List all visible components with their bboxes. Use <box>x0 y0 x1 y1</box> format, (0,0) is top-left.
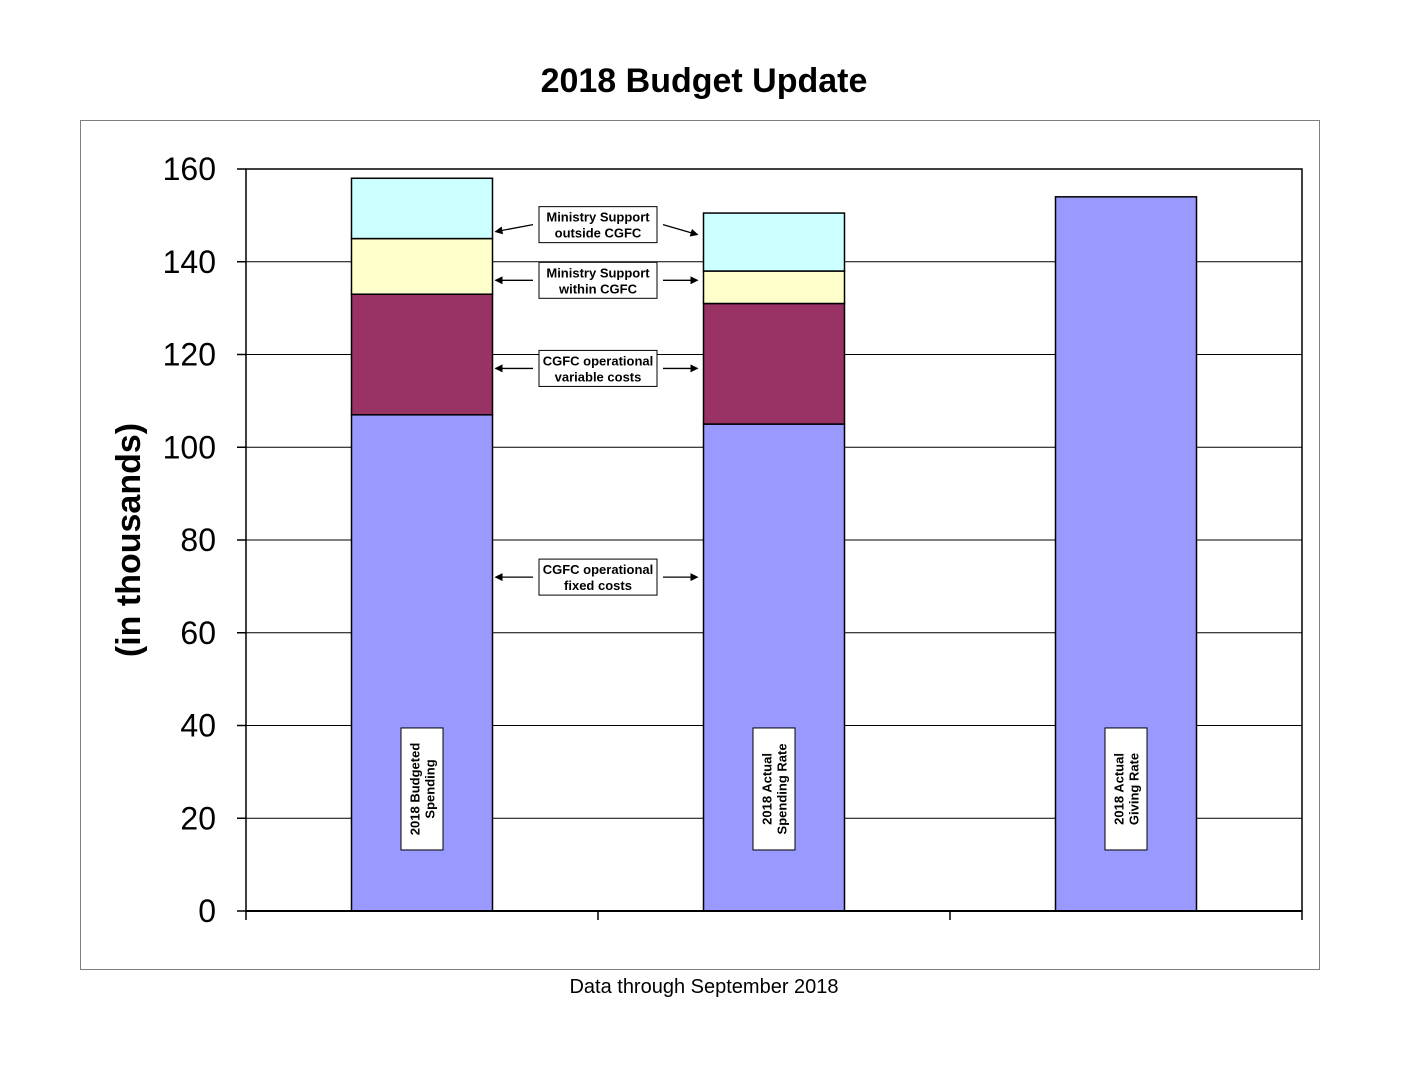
annotation-text: variable costs <box>555 369 642 384</box>
bar-label-box <box>400 727 444 851</box>
annotation-text: Ministry Support <box>546 265 650 280</box>
annotation-text: outside CGFC <box>555 226 642 241</box>
chart-frame <box>80 120 1320 970</box>
bar-label-line: 2018 Actual <box>1112 753 1127 825</box>
bar-label-box <box>1104 727 1148 851</box>
y-tick-label: 20 <box>180 800 216 836</box>
y-tick-label: 40 <box>180 708 216 744</box>
annotation-text: within CGFC <box>558 281 638 296</box>
y-tick-label: 0 <box>198 893 216 929</box>
annotation-text: CGFC operational <box>543 353 654 368</box>
bar-segment <box>702 270 846 305</box>
bar-segment <box>702 212 846 272</box>
annotation-arrow-right <box>662 224 699 237</box>
bar-label: 2018 Actual Giving Rate <box>1104 727 1148 851</box>
bar-label-line: Spending <box>423 759 438 818</box>
y-tick-label: 80 <box>180 522 216 558</box>
annotation-box <box>538 261 658 299</box>
y-tick-label: 120 <box>163 337 216 373</box>
y-tick-label: 160 <box>163 151 216 187</box>
annotation-text: CGFC operational <box>543 562 654 577</box>
annotation-text: fixed costs <box>564 578 632 593</box>
annotation-box <box>538 206 658 244</box>
bar-segment <box>350 293 494 416</box>
y-axis-label: (in thousands) <box>110 423 148 657</box>
y-tick-label: 100 <box>163 429 216 465</box>
y-tick-label: 60 <box>180 615 216 651</box>
bar-label-line: 2018 Budgeted <box>408 743 423 836</box>
bar-segment <box>702 302 846 425</box>
bar-label-line: Giving Rate <box>1127 753 1142 825</box>
chart-footer: Data through September 2018 <box>569 976 839 998</box>
bar-segment <box>350 177 494 240</box>
bar-label: 2018 Budgeted Spending <box>400 727 444 851</box>
annotation-box <box>538 349 658 387</box>
annotation-arrow-left <box>494 224 534 235</box>
chart-title: 2018 Budget Update <box>540 62 868 100</box>
y-tick-label: 140 <box>163 244 216 280</box>
bar-label: 2018 Actual Spending Rate <box>752 727 796 851</box>
bar-label-line: 2018 Actual <box>760 753 775 825</box>
annotation-text: Ministry Support <box>546 210 650 225</box>
annotation-box <box>538 558 658 596</box>
bar-label-line: Spending Rate <box>775 743 790 834</box>
bar-label-box <box>752 727 796 851</box>
bar-segment <box>350 237 494 295</box>
